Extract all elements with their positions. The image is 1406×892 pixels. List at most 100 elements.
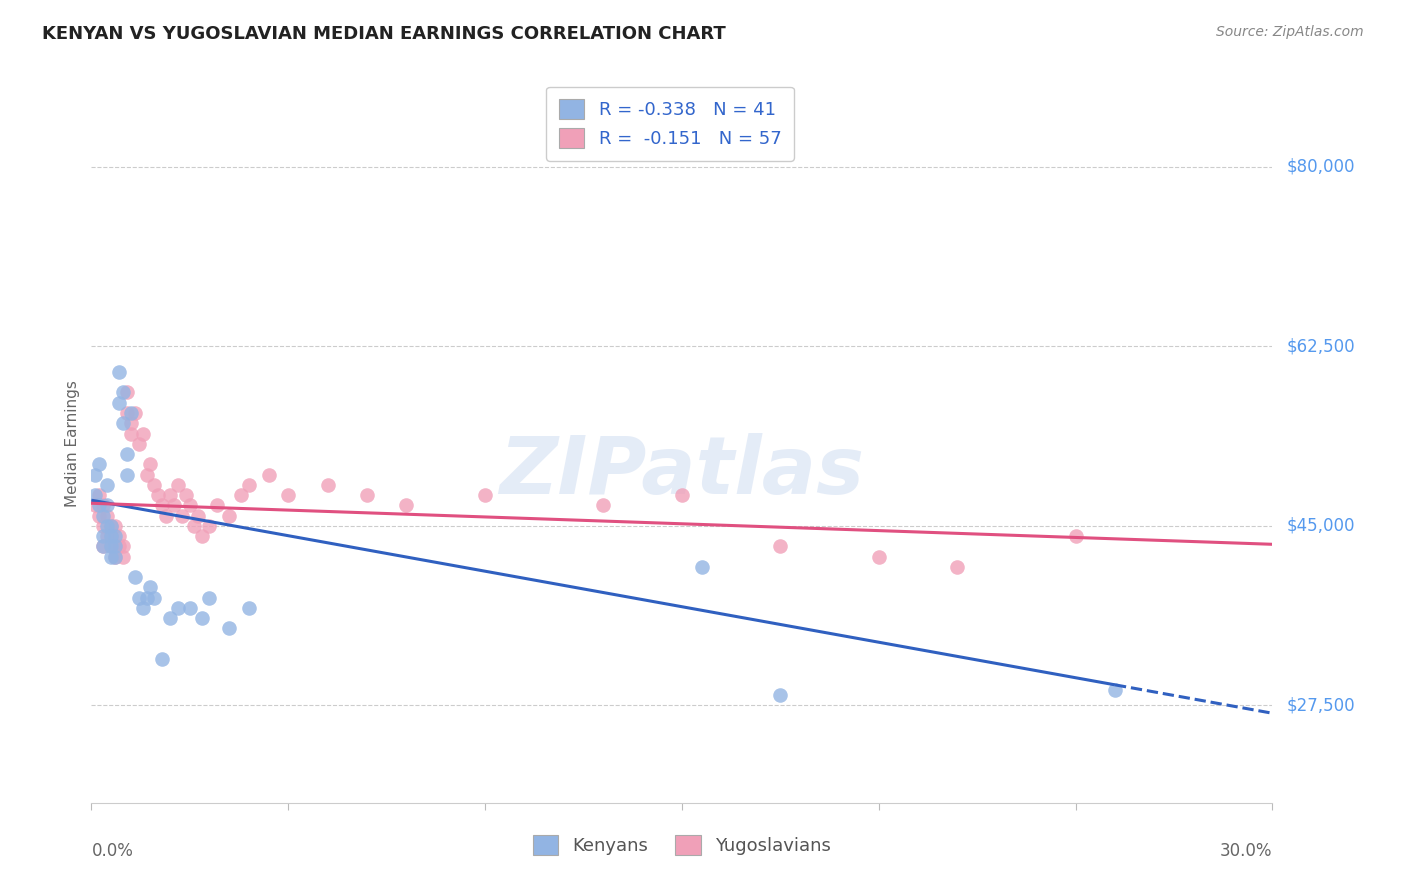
Point <box>120 416 142 430</box>
Point <box>395 498 418 512</box>
Text: 0.0%: 0.0% <box>91 842 134 860</box>
Point <box>183 518 205 533</box>
Point <box>115 447 138 461</box>
Point <box>128 591 150 605</box>
Point <box>96 478 118 492</box>
Point <box>135 591 157 605</box>
Point <box>115 467 138 482</box>
Point <box>100 539 122 553</box>
Point <box>124 570 146 584</box>
Point <box>104 539 127 553</box>
Point <box>229 488 252 502</box>
Point <box>96 508 118 523</box>
Point <box>84 467 107 482</box>
Point <box>104 529 127 543</box>
Point <box>170 508 193 523</box>
Point <box>218 508 240 523</box>
Point <box>84 498 107 512</box>
Point <box>108 365 131 379</box>
Point <box>139 457 162 471</box>
Point <box>91 529 114 543</box>
Point <box>868 549 890 564</box>
Point <box>159 488 181 502</box>
Point <box>198 591 221 605</box>
Text: $27,500: $27,500 <box>1286 697 1355 714</box>
Point <box>89 457 111 471</box>
Point <box>190 529 212 543</box>
Point <box>100 529 122 543</box>
Point <box>690 560 713 574</box>
Point <box>124 406 146 420</box>
Point <box>108 395 131 409</box>
Point <box>179 601 201 615</box>
Point <box>238 601 260 615</box>
Point <box>207 498 229 512</box>
Point <box>187 508 209 523</box>
Point <box>100 518 122 533</box>
Point <box>198 518 221 533</box>
Point <box>96 518 118 533</box>
Text: 30.0%: 30.0% <box>1220 842 1272 860</box>
Point <box>100 549 122 564</box>
Point <box>89 488 111 502</box>
Point <box>946 560 969 574</box>
Point <box>159 611 181 625</box>
Point <box>218 621 240 635</box>
Point <box>91 498 114 512</box>
Point <box>89 498 111 512</box>
Point <box>89 508 111 523</box>
Point <box>1064 529 1087 543</box>
Point <box>91 539 114 553</box>
Point <box>111 416 134 430</box>
Point <box>148 488 170 502</box>
Point <box>474 488 496 502</box>
Point <box>671 488 693 502</box>
Point <box>592 498 614 512</box>
Y-axis label: Median Earnings: Median Earnings <box>65 380 80 508</box>
Text: ZIPatlas: ZIPatlas <box>499 434 865 511</box>
Point <box>174 488 197 502</box>
Point <box>1104 683 1126 698</box>
Point <box>91 539 114 553</box>
Point <box>163 498 186 512</box>
Point <box>167 478 190 492</box>
Point <box>108 539 131 553</box>
Point <box>104 518 127 533</box>
Point <box>96 498 118 512</box>
Point <box>150 498 173 512</box>
Point <box>179 498 201 512</box>
Point <box>100 518 122 533</box>
Point <box>100 529 122 543</box>
Point <box>167 601 190 615</box>
Point <box>96 529 118 543</box>
Point <box>111 549 134 564</box>
Point <box>769 539 792 553</box>
Point <box>111 539 134 553</box>
Point <box>131 426 153 441</box>
Point <box>120 426 142 441</box>
Legend: Kenyans, Yugoslavians: Kenyans, Yugoslavians <box>526 828 838 862</box>
Point <box>91 508 114 523</box>
Point <box>139 580 162 594</box>
Point <box>769 688 792 702</box>
Point <box>238 478 260 492</box>
Point <box>131 601 153 615</box>
Text: $62,500: $62,500 <box>1286 337 1355 355</box>
Text: $45,000: $45,000 <box>1286 516 1355 535</box>
Point <box>128 436 150 450</box>
Point <box>150 652 173 666</box>
Text: $80,000: $80,000 <box>1286 158 1355 176</box>
Point <box>316 478 339 492</box>
Point <box>257 467 280 482</box>
Point <box>115 385 138 400</box>
Point <box>190 611 212 625</box>
Point <box>104 549 127 564</box>
Point <box>155 508 177 523</box>
Point <box>120 406 142 420</box>
Point <box>104 549 127 564</box>
Point <box>115 406 138 420</box>
Point <box>104 539 127 553</box>
Text: Source: ZipAtlas.com: Source: ZipAtlas.com <box>1216 25 1364 39</box>
Point <box>84 488 107 502</box>
Point <box>108 529 131 543</box>
